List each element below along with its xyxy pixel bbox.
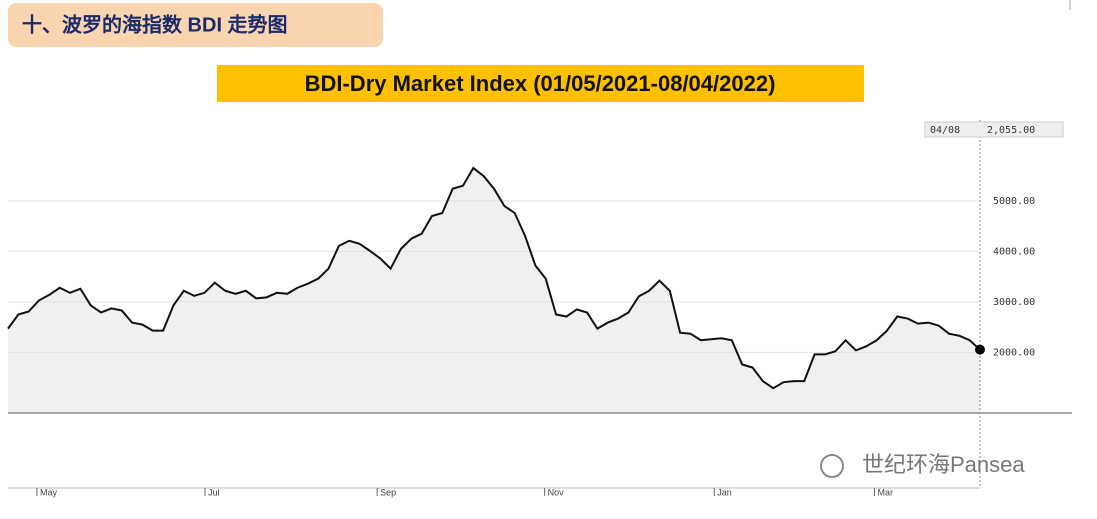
plot: 2000.00 3000.00 4000.00 5000.00 May Jul Sep Nov… bbox=[7, 120, 1072, 497]
x-tick-label: Sep bbox=[380, 487, 396, 497]
annotation-value: 2,055.00 bbox=[987, 125, 1035, 136]
annotation-box bbox=[924, 121, 1064, 138]
y-tick-label: 5000.00 bbox=[993, 196, 1035, 207]
header-box bbox=[8, 3, 383, 47]
annotation-date: 04/08 bbox=[930, 125, 960, 136]
watermark: 世纪环海Pansea bbox=[862, 452, 1025, 477]
y-tick-label: 3000.00 bbox=[993, 297, 1035, 308]
x-tick-label: Jan bbox=[717, 487, 732, 497]
line bbox=[7, 166, 981, 390]
x-tick-label: Jul bbox=[208, 487, 220, 497]
last-point bbox=[975, 344, 985, 355]
y-tick-label: 2000.00 bbox=[993, 347, 1035, 358]
title-box bbox=[217, 65, 864, 102]
chart-title: BDI-Dry Market Index (01/05/2021-08/04/2… bbox=[305, 71, 776, 96]
x-tick-label: May bbox=[40, 487, 58, 497]
x-tick-label: Nov bbox=[548, 487, 565, 497]
watermark-icon bbox=[820, 454, 844, 478]
area bbox=[8, 168, 980, 413]
header-title: 十、波罗的海指数 BDI 走势图 bbox=[22, 12, 288, 36]
y-tick-label: 4000.00 bbox=[993, 246, 1035, 257]
x-tick-label: Mar bbox=[878, 487, 894, 497]
